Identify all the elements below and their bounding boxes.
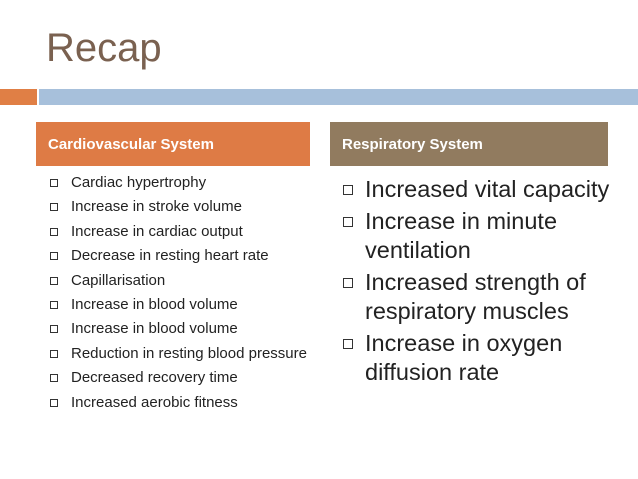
list-item: Increased vital capacity	[343, 175, 613, 204]
list-item: Increase in minute ventilation	[343, 207, 613, 265]
list-item-text: Capillarisation	[71, 271, 166, 289]
respiratory-list: Increased vital capacity Increase in min…	[343, 175, 613, 390]
respiratory-header-label: Respiratory System	[342, 135, 483, 153]
checkbox-bullet-icon	[50, 398, 58, 407]
list-item-text: Decrease in resting heart rate	[71, 247, 269, 265]
list-item: Decrease in resting heart rate	[50, 247, 310, 264]
list-item: Increase in stroke volume	[50, 198, 310, 215]
list-item-text: Increase in blood volume	[71, 295, 238, 313]
slide-title: Recap	[46, 26, 162, 70]
list-item: Increase in blood volume	[50, 296, 310, 313]
cardiovascular-header: Cardiovascular System	[36, 122, 310, 166]
checkbox-bullet-icon	[50, 179, 58, 187]
checkbox-bullet-icon	[343, 339, 353, 349]
list-item-text: Increased vital capacity	[365, 176, 610, 202]
list-item-text: Increased aerobic fitness	[71, 393, 238, 411]
accent-bar-orange	[0, 89, 37, 105]
checkbox-bullet-icon	[50, 252, 58, 261]
checkbox-bullet-icon	[343, 185, 353, 195]
checkbox-bullet-icon	[50, 203, 58, 212]
checkbox-bullet-icon	[50, 276, 58, 285]
list-item: Capillarisation	[50, 272, 310, 289]
list-item-text: Increase in blood volume	[71, 320, 238, 338]
checkbox-bullet-icon	[343, 217, 353, 227]
list-item-text: Increase in stroke volume	[71, 198, 242, 216]
accent-bar-blue	[39, 89, 638, 105]
respiratory-header: Respiratory System	[330, 122, 608, 166]
list-item: Increased strength of respiratory muscle…	[343, 268, 613, 326]
list-item-text: Increased strength of respiratory muscle…	[365, 269, 586, 324]
list-item-text: Reduction in resting blood pressure	[71, 344, 307, 362]
checkbox-bullet-icon	[50, 227, 58, 236]
list-item: Reduction in resting blood pressure	[50, 345, 310, 362]
list-item-text: Increase in oxygen diffusion rate	[365, 330, 563, 385]
checkbox-bullet-icon	[50, 374, 58, 383]
list-item-text: Cardiac hypertrophy	[71, 174, 207, 191]
list-item: Increase in cardiac output	[50, 223, 310, 240]
list-item-text: Increase in minute ventilation	[365, 208, 558, 263]
cardiovascular-list: Cardiac hypertrophy Increase in stroke v…	[50, 174, 310, 418]
list-item: Decreased recovery time	[50, 369, 310, 386]
checkbox-bullet-icon	[343, 278, 353, 288]
checkbox-bullet-icon	[50, 300, 58, 309]
list-item-text: Increase in cardiac output	[71, 222, 243, 240]
list-item: Increase in oxygen diffusion rate	[343, 329, 613, 387]
list-item: Increase in blood volume	[50, 320, 310, 337]
list-item: Increased aerobic fitness	[50, 394, 310, 411]
cardiovascular-header-label: Cardiovascular System	[48, 135, 214, 153]
checkbox-bullet-icon	[50, 349, 58, 358]
checkbox-bullet-icon	[50, 325, 58, 334]
list-item: Cardiac hypertrophy	[50, 174, 310, 191]
list-item-text: Decreased recovery time	[71, 369, 238, 387]
